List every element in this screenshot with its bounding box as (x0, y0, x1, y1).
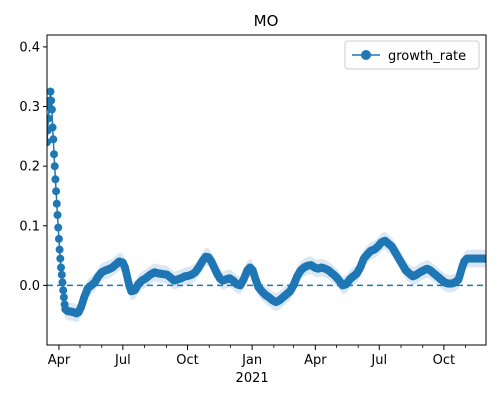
x-tick-label: Jan (241, 353, 262, 368)
data-point (49, 135, 58, 144)
data-point (47, 96, 56, 105)
data-point (482, 254, 486, 263)
x-tick-label: Jul (370, 353, 387, 368)
data-point (47, 87, 55, 96)
data-point (54, 223, 63, 232)
y-tick-label: 0.3 (19, 100, 40, 115)
chart-title: MO (254, 12, 279, 30)
data-point (52, 199, 61, 208)
data-point (58, 278, 67, 287)
legend: growth_rate (344, 40, 480, 70)
data-point (50, 162, 59, 171)
data-point (47, 105, 56, 114)
y-tick-label: 0.0 (19, 279, 40, 294)
data-point (57, 270, 66, 279)
data-point (47, 114, 53, 123)
data-point (53, 211, 62, 219)
legend-box (344, 40, 480, 70)
data-point (48, 123, 57, 132)
x-tick-label: Oct (433, 353, 455, 368)
legend-dot-marker (361, 50, 371, 60)
series-markers (47, 87, 486, 318)
y-tick-label: 0.4 (19, 40, 40, 55)
legend-label: growth_rate (388, 49, 466, 64)
data-point (56, 254, 65, 263)
plot-layer (47, 82, 486, 323)
axes-frame (46, 34, 487, 346)
data-point (54, 234, 63, 243)
data-point (51, 175, 60, 184)
y-tick-label: 0.2 (19, 160, 40, 175)
x-tick-label: Apr (48, 353, 71, 368)
data-point (55, 245, 64, 254)
x-tick-label: Jul (114, 353, 131, 368)
x-tick-label: Oct (176, 353, 198, 368)
data-point (57, 263, 65, 272)
x-tick-label: Apr (304, 353, 327, 368)
x-year-label: 2021 (236, 371, 269, 386)
data-point (52, 187, 61, 196)
data-point (50, 150, 58, 159)
y-tick-label: 0.1 (19, 219, 40, 234)
confidence-band (47, 82, 486, 323)
axes-layer: 0.0 0.1 0.2 0.3 0.4 Apr Jul Oct Jan Apr Jul Oct 2021 (19, 34, 487, 386)
data-point (59, 286, 68, 295)
data-point (59, 293, 68, 302)
